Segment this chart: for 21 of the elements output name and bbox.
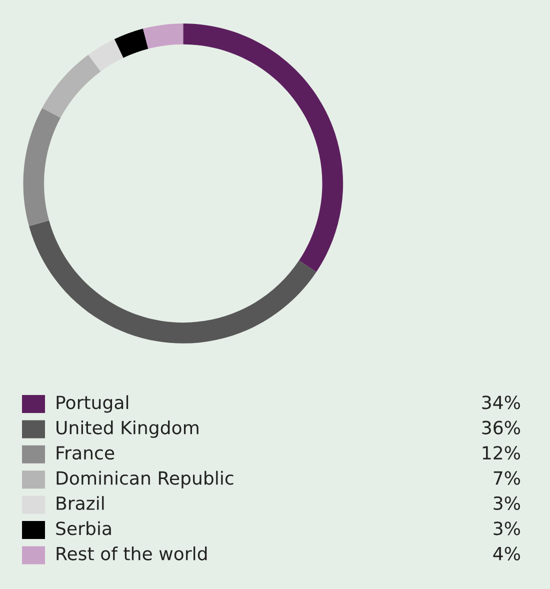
data-label: 34% — [482, 396, 520, 410]
legend-label: France — [56, 446, 114, 460]
legend-label: Serbia — [56, 521, 111, 536]
data-label: 3% — [494, 496, 520, 510]
donut-slice — [23, 108, 61, 226]
donut-slice — [88, 39, 124, 72]
data-label: 7% — [494, 471, 520, 485]
legend-label: Rest of the world — [56, 546, 207, 560]
donut-slice — [183, 24, 344, 272]
legend-label: Brazil — [56, 496, 104, 510]
legend-label: Dominican Republic — [56, 470, 234, 488]
legend-label: United Kingdom — [56, 420, 198, 438]
data-label: 36% — [482, 420, 520, 434]
donut-slice — [142, 24, 184, 49]
data-label: 12% — [482, 446, 520, 460]
donut-slice — [29, 220, 316, 344]
data-label: 3% — [494, 522, 520, 536]
legend-label: Portugal — [56, 395, 128, 413]
donut-slice — [42, 54, 101, 118]
data-label: 4% — [493, 546, 520, 560]
donut-slice — [114, 28, 148, 58]
